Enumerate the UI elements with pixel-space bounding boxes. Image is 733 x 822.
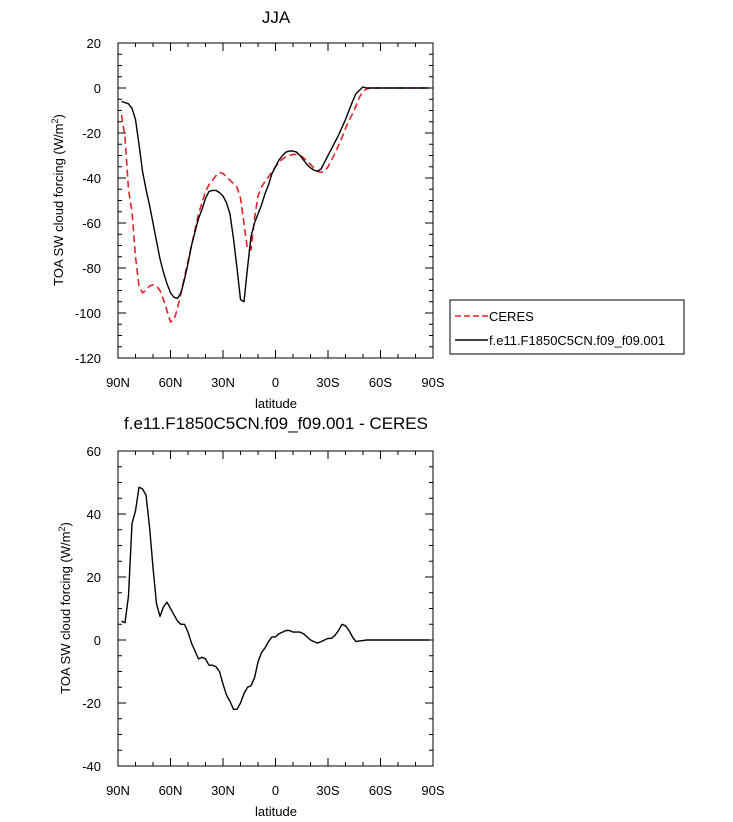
x-tick-label: 90N xyxy=(106,375,130,390)
legend: CERES f.e11.F1850C5CN.f09_f09.001 xyxy=(449,299,685,355)
y-tick-label: -40 xyxy=(82,759,101,774)
y-tick-label: -100 xyxy=(75,306,101,321)
y-tick-label: -120 xyxy=(75,351,101,366)
y-tick-label: 20 xyxy=(87,570,101,585)
panel-bottom-plot-frame xyxy=(117,450,434,767)
panel-top-ticks: 90N 60N 30N 0 30S 60S 90S -120 -100 -80 -60 -40 -20 0… xyxy=(75,36,445,390)
panel-bottom-lines xyxy=(121,486,430,710)
panel-top: JJA 90N 60N 30N 0 30S 60S 90S -120 -100 -80 -60 -40… xyxy=(50,8,445,411)
x-tick-label: 0 xyxy=(272,783,279,798)
series-line-top-1 xyxy=(121,86,430,303)
y-tick-label: 0 xyxy=(94,633,101,648)
legend-label-model: f.e11.F1850C5CN.f09_f09.001 xyxy=(489,333,665,348)
panel-bottom-title: f.e11.F1850C5CN.f09_f09.001 - CERES xyxy=(124,414,428,433)
y-tick-label: -80 xyxy=(82,261,101,276)
panel-bottom-xlabel: latitude xyxy=(255,804,297,819)
y-tick-label: 40 xyxy=(87,507,101,522)
x-tick-label: 60S xyxy=(369,375,392,390)
x-tick-label: 90N xyxy=(106,783,130,798)
y-tick-label: 60 xyxy=(87,444,101,459)
y-tick-label: 20 xyxy=(87,36,101,51)
x-tick-label: 30S xyxy=(316,375,339,390)
legend-box xyxy=(449,299,685,355)
x-tick-label: 90S xyxy=(421,783,444,798)
panel-top-ylabel: TOA SW cloud forcing (W/m2) xyxy=(50,114,66,286)
x-tick-label: 30N xyxy=(211,375,235,390)
x-tick-label: 30S xyxy=(316,783,339,798)
y-tick-label: -40 xyxy=(82,171,101,186)
legend-label-ceres: CERES xyxy=(489,309,534,324)
x-tick-label: 30N xyxy=(211,783,235,798)
y-tick-label: -60 xyxy=(82,216,101,231)
x-tick-label: 0 xyxy=(272,375,279,390)
y-tick-label: -20 xyxy=(82,126,101,141)
panel-bottom-ticks: 90N 60N 30N 0 30S 60S 90S -40 -20 0 20 40 60 xyxy=(82,444,445,798)
panel-bottom: f.e11.F1850C5CN.f09_f09.001 - CERES 90N 6… xyxy=(57,414,445,819)
x-tick-label: 60S xyxy=(369,783,392,798)
y-tick-label: 0 xyxy=(94,81,101,96)
x-tick-label: 90S xyxy=(421,375,444,390)
panel-top-xlabel: latitude xyxy=(255,396,297,411)
panel-top-title: JJA xyxy=(262,8,291,27)
x-tick-label: 60N xyxy=(159,375,183,390)
panel-top-plot-frame xyxy=(117,42,434,359)
panel-bottom-ylabel: TOA SW cloud forcing (W/m2) xyxy=(57,522,73,694)
x-tick-label: 60N xyxy=(159,783,183,798)
series-line-bottom-0 xyxy=(121,486,430,710)
y-tick-label: -20 xyxy=(82,696,101,711)
panel-top-lines xyxy=(120,86,430,323)
